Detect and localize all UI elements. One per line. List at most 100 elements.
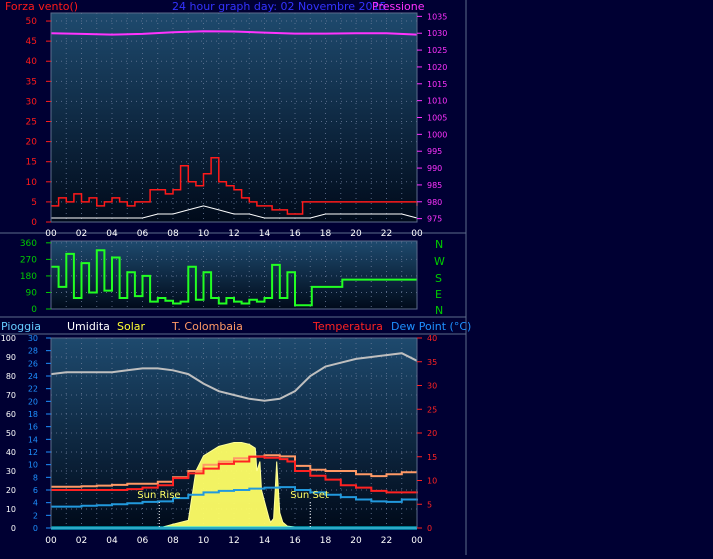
wind-tick-label: 45 [26, 37, 37, 47]
x-tick-label: 12 [228, 536, 239, 546]
pressure-tick-label: 1015 [427, 80, 447, 89]
series-wind [51, 156, 418, 215]
compass-label-w: W [434, 255, 445, 268]
temp-right-tick-label: 30 [427, 382, 437, 391]
legend-solar: Solar [117, 320, 146, 333]
series-dew-point [51, 486, 418, 508]
series-t-colombaia [51, 454, 417, 488]
pressure-tick-label: 1025 [427, 46, 447, 55]
temp-right-tick-label: 20 [427, 429, 437, 438]
pressure-tick-label: 980 [427, 198, 442, 207]
direction-tick-label: 180 [20, 272, 37, 282]
temp-tick-label: 6 [33, 486, 38, 495]
wind-tick-label: 40 [26, 57, 38, 67]
pressure-tick-label: 1010 [427, 97, 447, 106]
pressure-tick-label: 995 [427, 147, 442, 156]
wind-tick-label: 10 [26, 178, 38, 188]
x-tick-label: 08 [167, 229, 179, 239]
x-tick-label: 16 [289, 536, 301, 546]
temp-tick-label: 24 [28, 372, 38, 381]
temp-tick-label: 2 [33, 511, 38, 520]
temp-right-tick-label: 25 [427, 405, 437, 414]
pressure-tick-label: 985 [427, 181, 442, 190]
temp-tick-label: 12 [28, 448, 38, 457]
x-tick-label: 10 [198, 536, 210, 546]
chart-title: 24 hour graph day: 02 Novembre 2015 [172, 0, 387, 13]
x-tick-label: 00 [45, 536, 57, 546]
x-tick-label: 18 [320, 229, 332, 239]
legend-rain: Pioggia [1, 320, 41, 333]
series-gust [51, 205, 418, 219]
temp-tick-label: 4 [33, 499, 38, 508]
pressure-axis-label: Pressione [372, 0, 425, 13]
temp-tick-label: 20 [28, 397, 38, 406]
x-tick-label: 22 [381, 536, 392, 546]
pressure-tick-label: 975 [427, 215, 442, 224]
series-pressure [50, 30, 418, 36]
x-tick-label: 08 [167, 536, 179, 546]
series-temperature [51, 455, 418, 494]
compass-label-n-bottom: N [435, 304, 444, 317]
pressure-tick-label: 1035 [427, 12, 447, 21]
x-tick-label: 00 [411, 229, 423, 239]
wind-tick-label: 0 [31, 218, 37, 228]
x-tick-label: 00 [45, 229, 57, 239]
x-tick-label: 06 [137, 536, 149, 546]
series-wind-direction [51, 249, 417, 307]
x-tick-label: 12 [228, 229, 239, 239]
x-tick-label: 20 [350, 536, 362, 546]
x-tick-label: 02 [76, 229, 87, 239]
pct-tick-label: 90 [6, 353, 16, 362]
temp-right-tick-label: 5 [427, 500, 432, 509]
legend-temperature: Temperatura [313, 320, 383, 333]
x-tick-label: 06 [137, 229, 149, 239]
series-solar [159, 442, 311, 529]
pressure-tick-label: 1020 [427, 63, 447, 72]
temp-tick-label: 10 [28, 461, 38, 470]
x-tick-label: 00 [411, 536, 423, 546]
x-tick-label: 20 [350, 229, 362, 239]
pct-tick-label: 0 [11, 524, 16, 533]
plot-border-2 [50, 240, 418, 310]
pct-tick-label: 20 [6, 486, 16, 495]
temp-tick-label: 14 [28, 435, 38, 444]
temp-tick-label: 22 [28, 385, 38, 394]
wind-tick-label: 50 [26, 17, 38, 27]
x-tick-label: 04 [106, 536, 118, 546]
wind-tick-label: 35 [26, 77, 37, 87]
direction-tick-label: 360 [20, 239, 37, 249]
wind-tick-label: 20 [26, 138, 38, 148]
temp-tick-label: 26 [28, 359, 38, 368]
x-tick-label: 14 [259, 229, 271, 239]
legend-dew-point: Dew Point (°C) [391, 320, 472, 333]
x-tick-label: 14 [259, 536, 271, 546]
temp-tick-label: 8 [33, 473, 38, 482]
pressure-tick-label: 1000 [427, 130, 447, 139]
direction-tick-label: 90 [26, 288, 38, 298]
legend-t-colombaia: T. Colombaia [172, 320, 243, 333]
temp-tick-label: 28 [28, 347, 38, 356]
wind-tick-label: 15 [26, 158, 37, 168]
temp-right-tick-label: 40 [427, 334, 437, 343]
compass-label-e: E [435, 288, 442, 301]
compass-label-s: S [435, 272, 442, 285]
pressure-tick-label: 1005 [427, 114, 447, 123]
temp-right-tick-label: 0 [427, 524, 432, 533]
sunset-annotation: Sun Set [290, 490, 329, 501]
pct-tick-label: 50 [6, 429, 16, 438]
legend-humidity: Umidita [67, 320, 110, 333]
temp-right-tick-label: 15 [427, 453, 437, 462]
pct-tick-label: 80 [6, 372, 16, 381]
pct-tick-label: 70 [6, 391, 16, 400]
wind-tick-label: 25 [26, 118, 37, 128]
direction-tick-label: 270 [20, 255, 37, 265]
temp-tick-label: 18 [28, 410, 38, 419]
wind-tick-label: 30 [26, 97, 38, 107]
direction-tick-label: 0 [31, 305, 37, 315]
pct-tick-label: 60 [6, 410, 16, 419]
x-tick-label: 02 [76, 536, 87, 546]
x-tick-label: 04 [106, 229, 118, 239]
series-humidity [50, 352, 418, 402]
plot-area-1 [51, 13, 417, 222]
